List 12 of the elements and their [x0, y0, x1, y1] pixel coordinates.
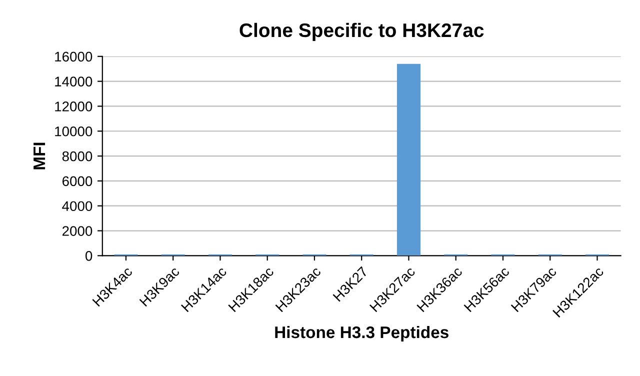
y-tick-label: 12000	[55, 102, 92, 112]
y-tick-label: 16000	[55, 52, 92, 62]
y-tick-label: 2000	[62, 226, 92, 236]
y-tick-label: 14000	[55, 76, 92, 86]
y-tick-label: 6000	[62, 176, 92, 186]
chart-title: Clone Specific to H3K27ac	[240, 22, 484, 41]
y-axis-title: MFI	[34, 142, 46, 170]
x-axis-title: Histone H3.3 Peptides	[275, 326, 448, 342]
y-tick-label: 10000	[55, 126, 92, 136]
y-tick-label: 4000	[62, 201, 92, 212]
y-tick-label: 8000	[62, 151, 92, 162]
y-tick-label: 0	[85, 251, 92, 261]
